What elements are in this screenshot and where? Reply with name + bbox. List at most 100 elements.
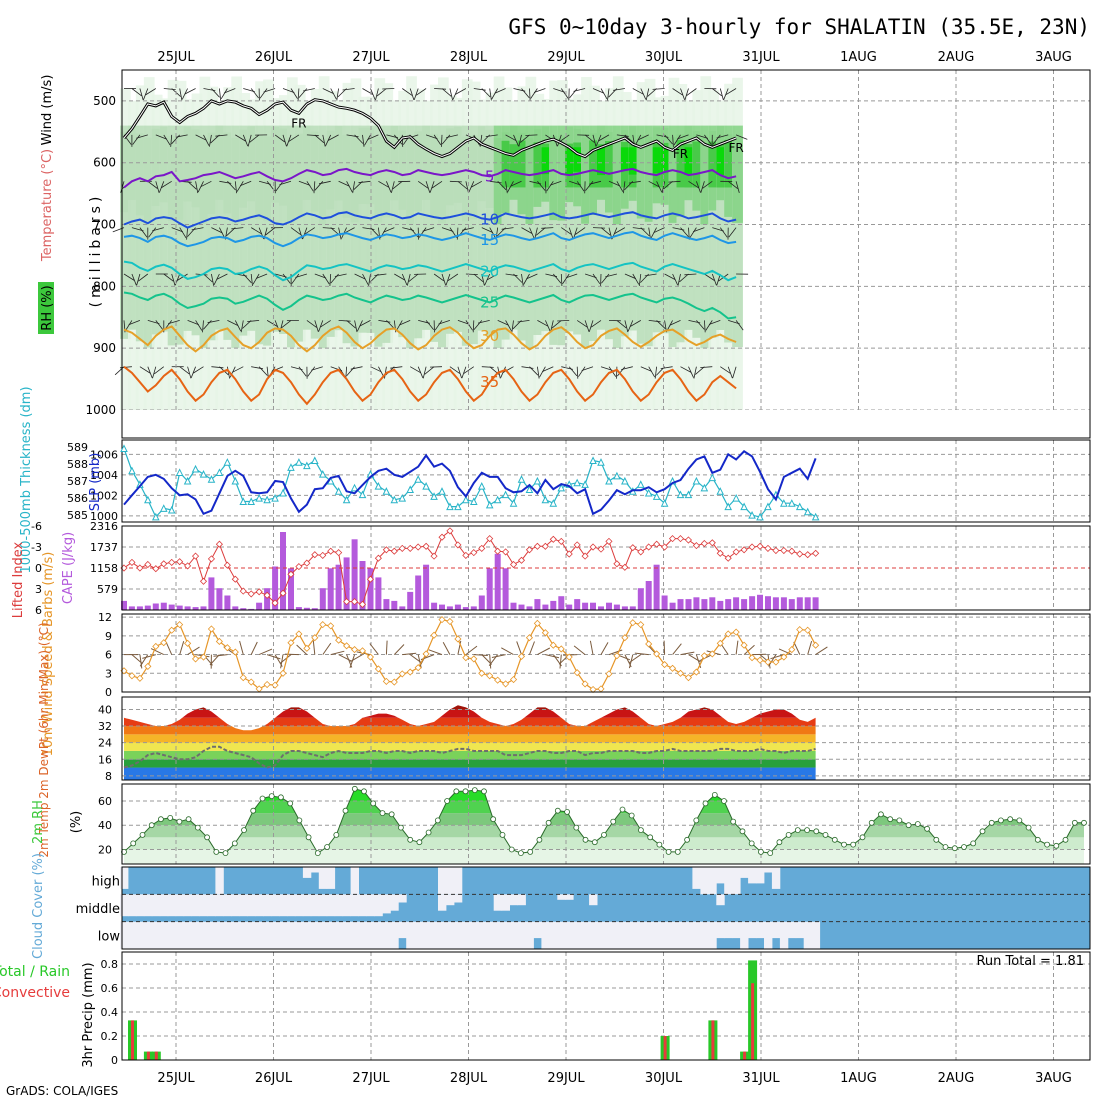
wind-barb	[415, 88, 427, 96]
thickness-point	[732, 493, 740, 502]
wind-speed-line	[123, 618, 817, 691]
wind-barb	[367, 134, 379, 140]
rh-shade-cell	[525, 137, 537, 348]
thickness-point	[390, 495, 399, 504]
li-point	[454, 541, 462, 549]
wind-point	[223, 644, 231, 652]
cape-bar	[518, 604, 525, 610]
rh-point	[1081, 819, 1087, 826]
wind-barb	[542, 366, 554, 372]
wind-barb	[465, 273, 478, 275]
rh-point	[1007, 816, 1014, 823]
cloud-clear-cell	[342, 894, 351, 917]
thickness-point	[485, 500, 494, 509]
rh-shade-cell	[287, 125, 298, 224]
wind-barb	[153, 366, 165, 375]
rh-shade-cell	[382, 134, 394, 343]
rh-shade-cell	[239, 125, 250, 208]
wind-barb	[418, 227, 427, 238]
thickness-point	[660, 499, 669, 507]
isotherm-line	[123, 230, 737, 248]
rh-point	[887, 816, 894, 823]
wind-barb	[648, 180, 660, 188]
wind-barb	[314, 181, 324, 191]
thickness-point	[621, 476, 629, 485]
wind-barb	[136, 134, 148, 139]
wind-barb	[231, 227, 244, 230]
wind-barb	[719, 227, 728, 238]
wind-barb	[171, 227, 184, 233]
date-label-top: 2AUG	[938, 50, 975, 65]
wind-barb	[560, 88, 569, 99]
wind-barb	[330, 650, 345, 656]
rh-point	[582, 836, 589, 843]
rh-shade-cell	[517, 132, 529, 341]
thickness-point	[557, 483, 566, 492]
rh-band	[124, 849, 1084, 864]
wind-barb	[600, 88, 608, 100]
thickness-point	[469, 497, 478, 505]
rh-shade-cell	[358, 127, 370, 333]
y-tick-label: 24	[98, 737, 112, 750]
thickness-point	[684, 490, 693, 499]
wind-point	[374, 665, 382, 673]
li-point	[668, 535, 677, 543]
cloud-clear-cell	[183, 894, 192, 917]
wind-barb	[551, 320, 562, 329]
wind-barb	[342, 88, 355, 91]
wind-barb	[632, 88, 644, 95]
temp-band	[124, 742, 816, 751]
thickness-point	[247, 497, 256, 505]
cloud-clear-cell	[247, 921, 256, 949]
cloud-clear-cell	[501, 894, 510, 911]
rh-shade-cell	[302, 125, 314, 200]
wind-point	[494, 676, 502, 684]
rh-shade-cell	[414, 125, 425, 212]
wind-barb	[359, 320, 371, 327]
rh-shade-cell	[581, 137, 592, 348]
rh-shade-cell	[167, 136, 179, 346]
rh-point	[794, 827, 801, 833]
rh-shade-cell	[652, 147, 664, 174]
rh-point	[250, 807, 257, 814]
wind-barb	[449, 180, 462, 183]
li-point	[287, 570, 295, 578]
wind-barb	[438, 320, 451, 325]
cloud-clear-cell	[167, 894, 177, 917]
wind-barb	[457, 180, 468, 190]
rh-point	[333, 832, 340, 838]
cape-bar	[144, 605, 151, 610]
rh-point	[591, 839, 598, 846]
wind-barb	[644, 273, 657, 277]
li-point	[804, 551, 812, 559]
date-label-top: 31JUL	[742, 50, 780, 65]
wind-barb	[187, 320, 199, 326]
cloud-clear-cell	[366, 921, 375, 949]
cloud-clear-cell	[120, 921, 129, 949]
cape-bar	[542, 604, 549, 610]
rh-point	[296, 817, 303, 824]
cloud-clear-cell	[350, 921, 359, 949]
rh-shade-cell	[374, 137, 386, 347]
wind-barb	[557, 320, 570, 322]
wind-point	[517, 652, 526, 660]
isotherm-label: 15	[480, 231, 499, 249]
thickness-point	[303, 461, 311, 470]
rh-shade-cell	[318, 138, 330, 349]
wind-point	[812, 641, 820, 649]
thickness-point	[493, 495, 502, 504]
rh-shade-cell	[430, 125, 441, 217]
wind-barb	[314, 320, 319, 332]
wind-barb	[322, 273, 330, 285]
cloud-clear-cell	[581, 921, 590, 949]
cloud-clear-cell	[398, 894, 407, 903]
rh-shade-cell	[120, 125, 131, 213]
wind-barb	[312, 640, 316, 655]
thickness-point	[525, 485, 534, 494]
cape-bar	[645, 581, 652, 610]
cape-bar	[184, 606, 191, 610]
isotherm-line	[123, 325, 737, 353]
wind-point	[406, 668, 414, 676]
cloud-clear-cell	[151, 921, 161, 949]
wind-barb	[155, 134, 168, 140]
